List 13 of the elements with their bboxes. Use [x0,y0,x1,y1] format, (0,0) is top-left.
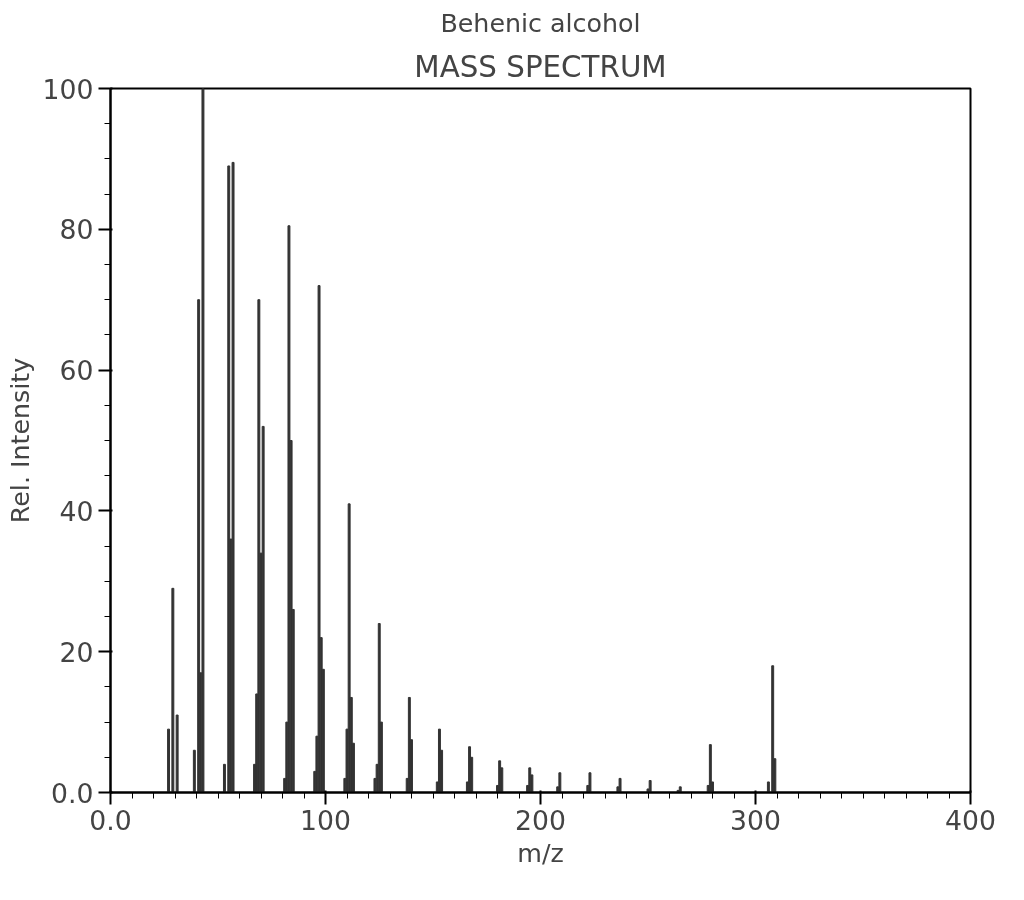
x-tick-label: 300 [730,804,781,836]
y-tick-label: 40 [59,495,94,527]
chart-subtitle: MASS SPECTRUM [414,49,667,84]
y-axis-title: Rel. Intensity [4,357,35,524]
y-tick-label: 80 [59,214,94,246]
x-tick-label: 200 [515,804,566,836]
x-tick-label: 100 [300,804,351,836]
x-tick-label: 400 [945,804,996,836]
y-tick-label: 60 [59,355,94,387]
y-tick-label: 20 [59,636,94,668]
y-tick-label: 100 [42,73,94,105]
x-axis-title: m/z [517,837,564,868]
chart-title: Behenic alcohol [440,7,641,38]
